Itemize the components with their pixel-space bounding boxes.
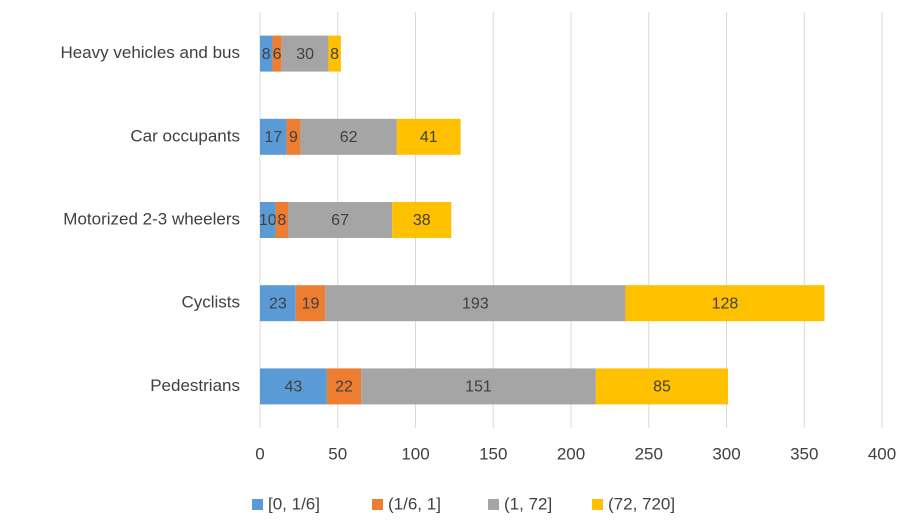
x-tick-label: 300 [712,444,740,463]
x-tick-label: 0 [255,444,264,463]
x-tick-label: 400 [868,444,896,463]
bar-segment [392,202,452,238]
legend-swatch [592,499,603,510]
data-label: 30 [296,46,314,63]
legend-swatch [252,499,263,510]
x-tick-label: 150 [479,444,507,463]
bar-segment [260,118,287,155]
y-tick-label: Cyclists [181,293,240,312]
data-label: 10 [259,212,277,229]
data-label: 62 [340,129,358,146]
data-label: 6 [273,46,282,63]
data-label: 23 [269,295,287,312]
legend-swatch [488,499,499,510]
legend-label: (1, 72] [504,494,552,513]
x-tick-label: 200 [557,444,585,463]
data-label: 128 [712,295,739,312]
y-tick-label: Heavy vehicles and bus [60,43,240,62]
x-tick-label: 250 [635,444,663,463]
legend-label: (1/6, 1] [388,494,441,513]
x-tick-label: 350 [790,444,818,463]
bar-segment [295,285,326,322]
data-label: 151 [465,379,492,396]
bar-segment [326,368,362,405]
x-tick-label: 100 [401,444,429,463]
y-tick-label: Pedestrians [150,376,240,395]
x-tick-label: 50 [328,444,347,463]
data-label: 85 [653,379,671,396]
data-label: 43 [285,379,303,396]
bar-segment [287,202,393,238]
data-label: 8 [330,46,339,63]
bar-segment [260,285,296,322]
bar-segment [260,35,273,72]
bar-segment [625,285,825,322]
bar-segment [260,368,327,405]
bar-segment [300,118,397,155]
data-label: 8 [262,46,271,63]
bar-segment [275,202,288,238]
data-label: 17 [264,129,282,146]
data-label: 22 [335,379,353,396]
legend-swatch [372,499,383,510]
data-label: 67 [331,212,349,229]
bar-segment [396,118,461,155]
bar-segment [281,35,329,72]
legend-label: [0, 1/6] [268,494,320,513]
data-label: 41 [420,129,438,146]
bar-segment [361,368,596,405]
bar-segment [272,35,282,72]
data-label: 8 [277,212,286,229]
data-label: 19 [302,295,320,312]
y-tick-label: Car occupants [130,126,240,145]
bar-segment [286,118,301,155]
bar-segment [328,35,341,72]
data-label: 9 [289,129,298,146]
data-label: 193 [462,295,489,312]
legend-label: (72, 720] [608,494,675,513]
y-tick-label: Motorized 2-3 wheelers [63,209,240,228]
bar-segment [260,202,276,238]
bar-segment [595,368,729,405]
data-label: 38 [413,212,431,229]
bar-segment [325,285,626,322]
